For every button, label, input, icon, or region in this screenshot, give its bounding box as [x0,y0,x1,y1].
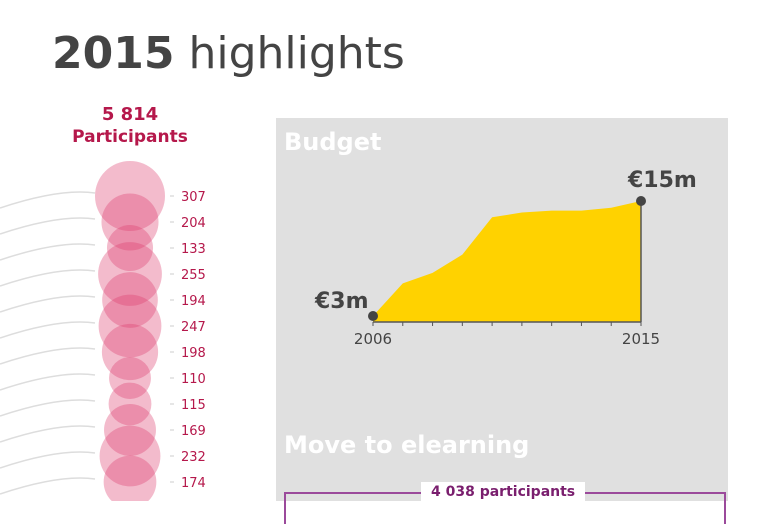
connector-line [0,321,96,339]
participant-bubble [98,294,162,358]
participant-bubble [106,224,154,272]
bubble-value-label: 194 [181,294,206,309]
connector-line [0,347,96,365]
participant-bubble [108,382,152,426]
annotation-point [368,311,378,321]
budget-area-chart: €3m €15m 2006 2015 [314,168,697,348]
bubble-value-label: 247 [181,320,206,335]
participant-bubble [98,242,162,306]
annotation-label: €15m [627,168,697,193]
participants-count: 5 814 [101,104,159,125]
participant-bubble [103,455,157,501]
participants-label: Participants [72,127,188,147]
participant-bubble [101,193,159,251]
participant-bubble [104,404,156,456]
elearning-heading: Move to elearning [284,431,530,459]
x-tick-label: 2015 [622,330,660,348]
bubble-value-label: 307 [181,190,206,205]
participant-bubble [101,323,159,381]
budget-area [373,201,641,322]
connector-line [0,425,96,443]
connector-line [0,217,96,235]
bubble-value-label: 110 [181,372,206,387]
budget-heading: Budget [284,128,382,156]
connector-line [0,191,96,209]
connector-line [0,399,96,417]
annotation-label: €3m [314,289,369,314]
connector-line [0,243,96,261]
participants-total: 5 814 Participants [60,104,200,147]
bubble-value-label: 204 [181,216,206,231]
title-year: 2015 [52,28,175,79]
bubble-value-label: 174 [181,476,206,491]
participant-bubble [109,357,151,399]
connector-line [0,269,96,287]
bubble-value-label: 115 [181,398,206,413]
x-tick-label: 2006 [354,330,392,348]
bubble-value-label: 232 [181,450,206,465]
connector-line [0,373,96,391]
bubble-value-label: 169 [181,424,206,439]
connector-line [0,477,96,495]
budget-panel: Budget €3m €15m 2006 2015 Move to elearning… [276,118,728,524]
connector-line [0,295,96,313]
connector-line [0,451,96,469]
participant-bubble [99,425,161,487]
page-title: 2015 highlights [52,28,405,79]
participant-bubble [102,272,158,328]
participant-bubble [95,161,165,231]
title-rest: highlights [188,28,405,79]
annotation-point [636,196,646,206]
participants-bubble-chart: 307 204 133 255 194 247 198 110 115 169 232 174 [0,161,206,501]
bubble-value-label: 133 [181,242,206,257]
elearning-participants: 4 038 participants [421,482,586,502]
bubble-value-label: 198 [181,346,206,361]
bubble-value-label: 255 [181,268,206,283]
